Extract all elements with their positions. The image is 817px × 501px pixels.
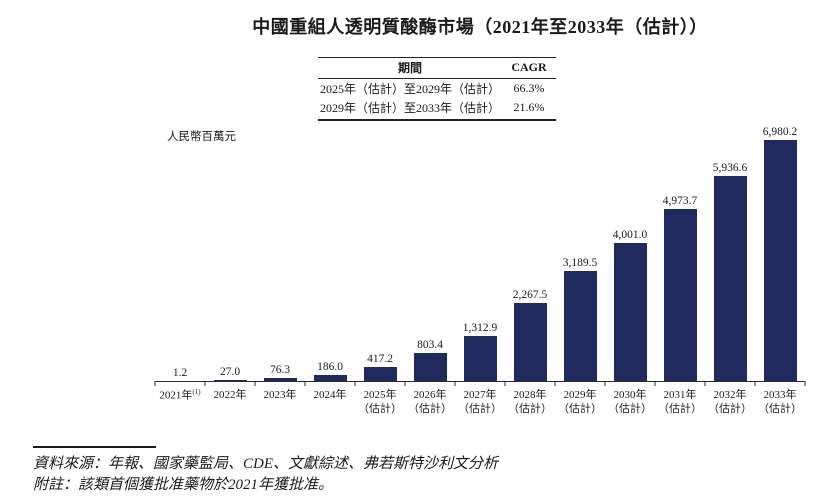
bar-value-label: 4,001.0 <box>612 228 648 241</box>
axis-tick <box>354 381 356 386</box>
axis-tick <box>254 381 256 386</box>
table-row: 2029年（估計）至2033年（估計） 21.6% <box>318 98 556 121</box>
bar-column: 6,980.2 <box>755 120 805 381</box>
x-tick-label: 2023年 <box>263 389 297 401</box>
bar-column: 417.2 <box>355 120 405 381</box>
axis-tick <box>304 381 306 386</box>
axis-tick <box>804 381 806 386</box>
bar-value-label: 803.4 <box>417 339 443 352</box>
bar-value-label: 76.3 <box>269 364 291 377</box>
bar <box>713 176 747 381</box>
footnote-divider <box>33 446 156 448</box>
bar-value-label: 1.2 <box>172 366 188 379</box>
cagr-table-header-period: 期間 <box>318 57 503 79</box>
cagr-table-header-row: 期間 CAGR <box>318 57 556 79</box>
bar-value-label: 6,980.2 <box>762 126 798 138</box>
x-tick-label: 2022年 <box>213 389 247 401</box>
axis-tick <box>154 381 156 386</box>
bar-column: 4,973.7 <box>655 120 705 381</box>
x-tick-label: 2033年 （估計） <box>758 389 802 416</box>
bar-value-label: 5,936.6 <box>712 162 748 175</box>
axis-tick <box>754 381 756 386</box>
axis-tick <box>504 381 506 386</box>
x-axis-labels: 2021年(1) 2022年 2023年 2024年 2025年 （估計） 2026年 （估計… <box>155 388 805 417</box>
x-tick-label: 2025年 （估計） <box>358 389 402 416</box>
bar-value-label: 2,267.5 <box>512 288 548 301</box>
bar <box>313 374 347 381</box>
bar-column: 186.0 <box>305 120 355 381</box>
cagr-table: 期間 CAGR 2025年（估計）至2029年（估計） 66.3% 2029年（… <box>318 57 556 121</box>
bar-value-label: 27.0 <box>219 366 241 379</box>
axis-tick <box>454 381 456 386</box>
bar-value-label: 186.0 <box>317 360 343 373</box>
x-tick-label: 2028年 （估計） <box>508 389 552 416</box>
y-axis-unit-label: 人民幣百萬元 <box>167 131 236 143</box>
x-tick-label: 2030年 （估計） <box>608 389 652 416</box>
x-tick-label: 2021年(1) <box>159 388 201 402</box>
cagr-value-cell: 21.6% <box>502 98 556 121</box>
bar <box>513 302 547 381</box>
bar-value-label: 4,973.7 <box>662 195 698 208</box>
x-axis-line <box>154 381 806 386</box>
axis-tick <box>204 381 206 386</box>
x-tick-label: 2032年 （估計） <box>708 389 752 416</box>
x-tick-label: 2031年 （估計） <box>658 389 702 416</box>
cagr-table-header-cagr: CAGR <box>502 57 556 79</box>
bar-column: 803.4 <box>405 120 455 381</box>
axis-tick <box>704 381 706 386</box>
source-line: 資料來源：年報、國家藥監局、CDE、文獻綜述、弗若斯特沙利文分析 <box>33 456 499 472</box>
bar-chart: 1.2 27.0 76.3 186.0 417.2 803.4 1,312.9 2,267.5… <box>155 120 805 381</box>
bar <box>613 242 647 381</box>
bar-column: 1,312.9 <box>455 120 505 381</box>
page-title: 中國重組人透明質酸酶市場（2021年至2033年（估計）） <box>252 17 708 37</box>
cagr-value-cell: 66.3% <box>513 81 545 95</box>
bar <box>363 366 397 381</box>
x-tick-label: 2024年 <box>313 389 347 401</box>
table-row: 2025年（估計）至2029年（估計） 66.3% <box>318 79 556 99</box>
x-tick-label: 2026年 （估計） <box>408 389 452 416</box>
bar <box>563 270 597 381</box>
cagr-period-cell: 2029年（估計）至2033年（估計） <box>318 98 503 121</box>
bar <box>763 140 797 381</box>
bar-value-label: 1,312.9 <box>462 321 498 334</box>
bar <box>263 378 297 381</box>
bar-value-label: 417.2 <box>367 352 393 365</box>
axis-tick <box>404 381 406 386</box>
bar-column: 3,189.5 <box>555 120 605 381</box>
bar-column: 4,001.0 <box>605 120 655 381</box>
bar-value-label: 3,189.5 <box>562 256 598 269</box>
bar-column: 76.3 <box>255 120 305 381</box>
bar <box>213 380 247 381</box>
axis-tick <box>554 381 556 386</box>
bar <box>463 335 497 381</box>
bar-column: 27.0 <box>205 120 255 381</box>
bar-column: 1.2 <box>155 120 205 381</box>
x-tick-label: 2027年 （估計） <box>458 389 502 416</box>
bar-column: 5,936.6 <box>705 120 755 381</box>
cagr-period-cell: 2025年（估計）至2029年（估計） <box>320 82 501 96</box>
axis-tick <box>654 381 656 386</box>
bar-column: 2,267.5 <box>505 120 555 381</box>
axis-tick <box>604 381 606 386</box>
x-tick-label: 2029年 （估計） <box>558 389 602 416</box>
bar <box>663 209 697 381</box>
note-line: 附註：該類首個獲批准藥物於2021年獲批准。 <box>33 477 334 493</box>
bar <box>413 353 447 381</box>
